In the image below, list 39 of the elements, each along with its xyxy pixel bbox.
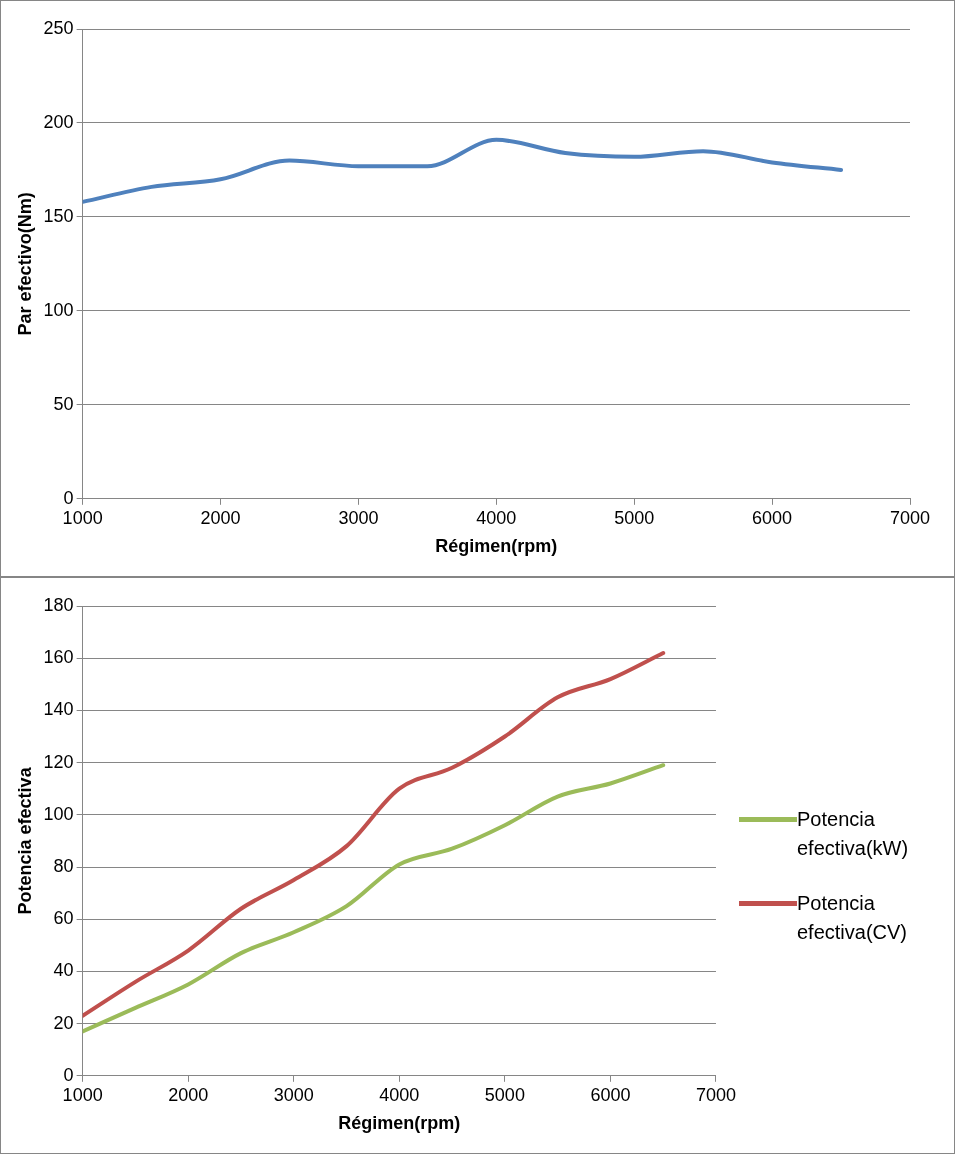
y-tick-label: 80: [53, 855, 74, 876]
x-tick-label: 3000: [338, 507, 379, 528]
y-axis-title: Par efectivo(Nm): [14, 192, 35, 336]
y-tick-label: 100: [43, 803, 74, 824]
x-axis-title: Régimen(rpm): [338, 1113, 461, 1134]
x-tick-label: 6000: [590, 1084, 631, 1105]
line-series: [82, 763, 666, 1034]
x-axis-title: Régimen(rpm): [435, 536, 558, 557]
line-series: [82, 137, 844, 204]
legend-label: Potencia efectiva(kW): [797, 806, 910, 861]
y-tick-label: 250: [43, 17, 74, 38]
y-tick-label: 100: [43, 299, 74, 320]
y-tick-label: 180: [43, 594, 74, 615]
x-tick-label: 4000: [476, 507, 517, 528]
x-tick-label: 2000: [200, 507, 241, 528]
x-tick-label: 1000: [62, 1084, 103, 1105]
y-tick-label: 20: [53, 1012, 74, 1033]
y-tick-label: 120: [43, 751, 74, 772]
x-tick-label: 3000: [273, 1084, 314, 1105]
x-tick-label: 2000: [168, 1084, 209, 1105]
y-tick-label: 140: [43, 699, 74, 720]
x-tick-label: 7000: [695, 1084, 736, 1105]
line-series: [82, 650, 666, 1018]
x-tick-label: 5000: [614, 507, 655, 528]
y-tick-label: 50: [53, 393, 74, 414]
x-tick-label: 5000: [484, 1084, 525, 1105]
y-axis-title: Potencia efectiva: [14, 766, 35, 915]
y-tick-label: 200: [43, 111, 74, 132]
y-tick-label: 0: [63, 1064, 74, 1085]
y-tick-label: 60: [53, 908, 74, 929]
x-tick-label: 1000: [62, 507, 103, 528]
x-tick-label: 7000: [889, 507, 931, 528]
x-tick-label: 4000: [379, 1084, 420, 1105]
y-tick-label: 160: [43, 647, 74, 668]
legend-label: Potencia efectiva(CV): [797, 890, 909, 945]
y-tick-label: 0: [63, 487, 74, 508]
x-tick-label: 6000: [752, 507, 793, 528]
y-tick-label: 40: [53, 960, 74, 981]
y-tick-label: 150: [43, 205, 74, 226]
